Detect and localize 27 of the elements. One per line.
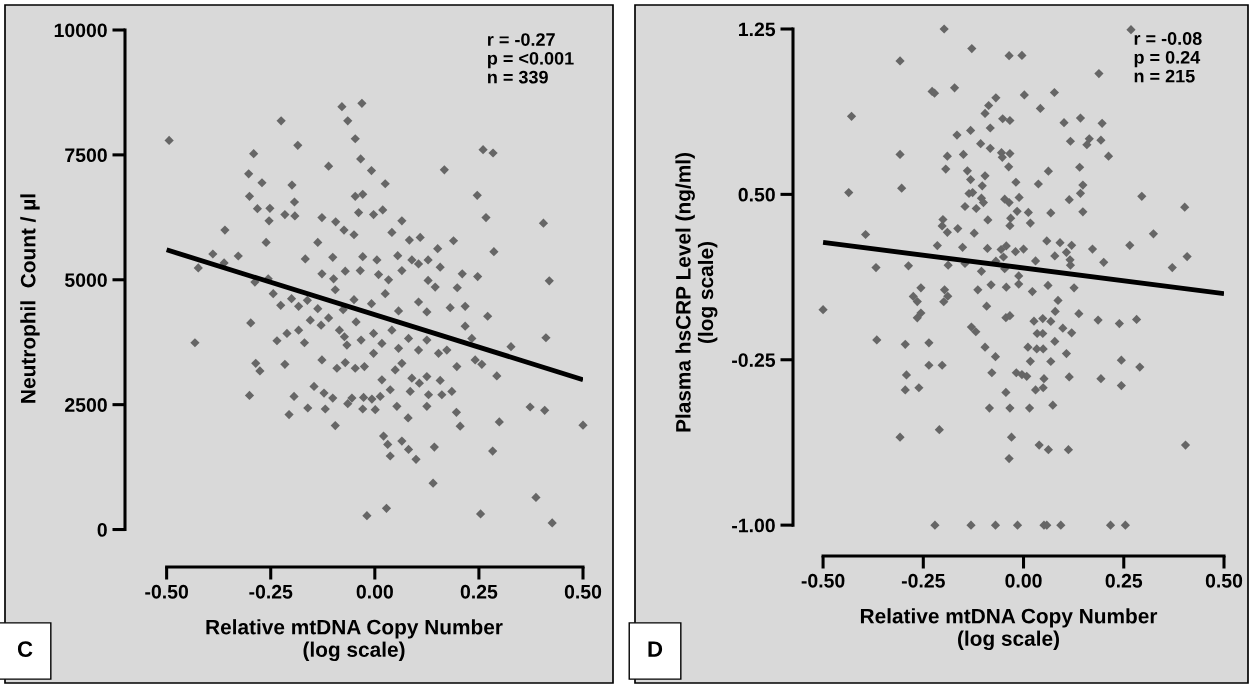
x-axis-title: Relative mtDNA Copy Number (log scale)	[860, 608, 1158, 651]
y-tick-label: 7500	[65, 148, 107, 163]
y-tick-label: -1.00	[732, 518, 775, 533]
x-tick-label: 0.50	[1205, 573, 1243, 588]
x-axis-title: Relative mtDNA Copy Number (log scale)	[206, 619, 503, 662]
x-tick-label: 0.00	[1005, 573, 1042, 588]
annotation: r = -0.27 p = <0.001 n = 339	[488, 33, 574, 84]
y-axis-title: Neutrophil Count / µl	[20, 194, 40, 403]
x-tick-label: -0.25	[901, 573, 945, 588]
x-tick-label: 0.00	[356, 584, 393, 599]
text: C	[17, 641, 33, 657]
y-tick-label: 10000	[54, 23, 107, 38]
y-tick-label: -0.25	[732, 353, 776, 367]
x-tick-label: 0.25	[460, 584, 498, 599]
y-axis-title: Plasma hsCRP Level (ng/ml) (log scale)	[675, 153, 718, 432]
y-tick-label: 1.25	[739, 22, 776, 37]
x-tick-label: -0.50	[801, 573, 845, 588]
y-tick-label: 5000	[64, 273, 107, 287]
y-tick-label: 2500	[65, 398, 107, 412]
x-tick-label: -0.25	[249, 584, 293, 599]
x-tick-label: -0.50	[145, 584, 188, 599]
annotation: r = -0.08 p = 0.24 n = 215	[1134, 32, 1202, 83]
x-tick-label: 0.50	[564, 584, 602, 599]
y-tick-label: 0.50	[738, 187, 775, 202]
y-tick-label: 0	[97, 523, 107, 537]
text: D	[648, 641, 663, 657]
x-tick-label: 0.25	[1105, 573, 1143, 588]
